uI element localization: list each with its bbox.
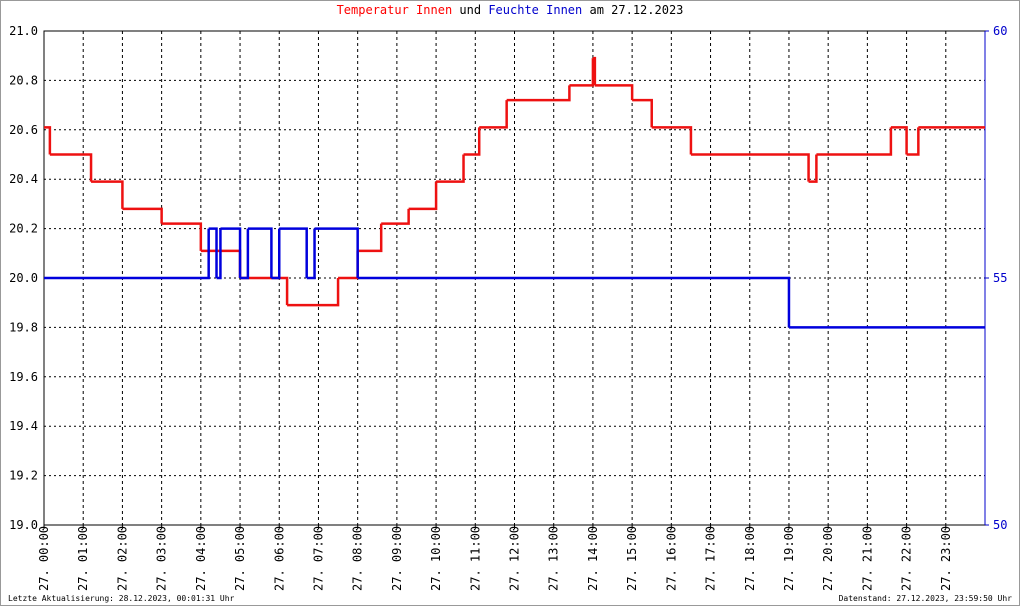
- series-step: [479, 100, 508, 129]
- series-step: [91, 180, 124, 209]
- x-tick-label: 27. 10:00: [429, 526, 443, 591]
- series-step: [247, 227, 273, 278]
- series-step: [287, 278, 340, 307]
- x-tick-label: 27. 12:00: [508, 526, 522, 591]
- footer-right: Datenstand: 27.12.2023, 23:59:50 Uhr: [839, 594, 1013, 603]
- y2-tick-label: 50: [993, 518, 1007, 532]
- x-tick-label: 27. 17:00: [704, 526, 718, 591]
- series-step: [279, 227, 308, 278]
- y-tick-label: 19.8: [9, 320, 38, 334]
- x-tick-label: 27. 15:00: [625, 526, 639, 591]
- series-step: [314, 227, 359, 278]
- y-tick-label: 19.4: [9, 419, 38, 433]
- x-tick-label: 27. 16:00: [664, 526, 678, 591]
- series-step: [216, 228, 222, 280]
- x-tick-label: 27. 11:00: [468, 526, 482, 591]
- series-step: [436, 154, 465, 183]
- y2-tick-label: 60: [993, 24, 1007, 38]
- series-step: [808, 154, 818, 183]
- y-tick-label: 19.6: [9, 370, 38, 384]
- x-tick-label: 27. 07:00: [311, 526, 325, 591]
- series-step: [381, 208, 410, 225]
- y-tick-label: 21.0: [9, 24, 38, 38]
- series-step: [49, 153, 93, 182]
- y-tick-label: 20.8: [9, 73, 38, 87]
- series-step: [690, 153, 810, 182]
- series-step: [240, 276, 289, 306]
- chart-title: Temperatur Innen und Feuchte Innen am 27…: [337, 3, 684, 17]
- title-part: am 27.12.2023: [589, 3, 683, 17]
- x-tick-label: 27. 14:00: [586, 526, 600, 591]
- x-tick-label: 27. 18:00: [743, 526, 757, 591]
- series-step: [240, 228, 250, 280]
- series-step: [44, 126, 52, 155]
- series-step: [632, 98, 653, 128]
- series-step: [594, 84, 634, 101]
- title-part: und: [459, 3, 481, 17]
- y-tick-label: 20.4: [9, 172, 38, 186]
- y2-tick-label: 55: [993, 271, 1007, 285]
- x-tick-label: 27. 19:00: [782, 526, 796, 591]
- series-step: [906, 127, 920, 156]
- y-tick-label: 19.0: [9, 518, 38, 532]
- x-tick-label: 27. 02:00: [115, 526, 129, 591]
- series-step: [463, 127, 481, 156]
- series-step: [161, 222, 203, 251]
- series-step: [208, 227, 218, 278]
- x-tick-label: 27. 09:00: [390, 526, 404, 591]
- title-part: Temperatur Innen: [337, 3, 453, 17]
- x-tick-label: 27. 20:00: [821, 526, 835, 591]
- x-tick-label: 27. 00:00: [37, 526, 51, 591]
- x-tick-label: 27. 23:00: [939, 526, 953, 591]
- x-tick-label: 27. 13:00: [547, 526, 561, 591]
- x-tick-label: 27. 03:00: [155, 526, 169, 591]
- series-step: [890, 126, 908, 155]
- series-step: [592, 56, 597, 86]
- y-tick-label: 20.2: [9, 222, 38, 236]
- x-tick-label: 27. 21:00: [860, 526, 874, 591]
- x-tick-label: 27. 01:00: [76, 526, 90, 591]
- series-step: [651, 126, 693, 155]
- y-tick-label: 20.6: [9, 123, 38, 137]
- x-tick-label: 27. 04:00: [194, 526, 208, 591]
- x-tick-label: 27. 05:00: [233, 526, 247, 591]
- series-step: [408, 181, 438, 211]
- x-tick-label: 27. 08:00: [351, 526, 365, 591]
- footer-left: Letzte Aktualisierung: 28.12.2023, 00:01…: [8, 594, 235, 603]
- y-tick-label: 20.0: [9, 271, 38, 285]
- series-step: [271, 228, 281, 280]
- series-step: [357, 223, 383, 253]
- series-step: [44, 228, 210, 280]
- y-tick-label: 19.2: [9, 469, 38, 483]
- series-step: [569, 58, 595, 87]
- series-step: [506, 85, 571, 102]
- x-tick-label: 27. 22:00: [900, 526, 914, 591]
- x-tick-label: 27. 06:00: [272, 526, 286, 591]
- series-step: [816, 127, 893, 156]
- series-step: [306, 228, 316, 280]
- series-step: [122, 207, 163, 224]
- series-step: [220, 227, 242, 278]
- title-part: Feuchte Innen: [488, 3, 582, 17]
- series-step: [357, 276, 791, 328]
